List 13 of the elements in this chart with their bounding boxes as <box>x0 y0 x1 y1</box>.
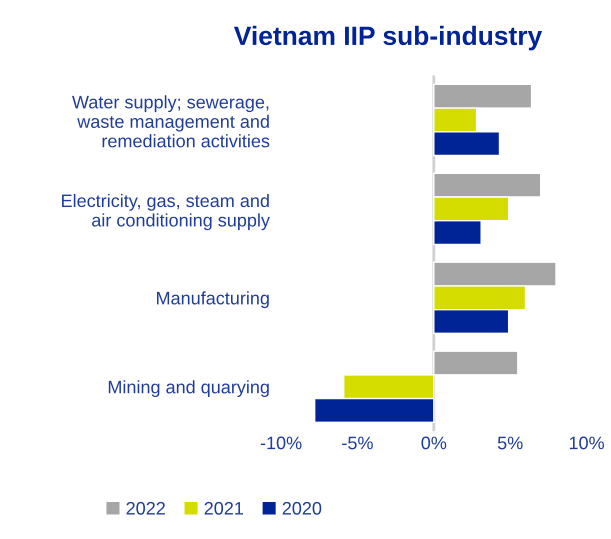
legend-label: 2020 <box>282 502 322 515</box>
x-tick-label: 10% <box>570 436 604 450</box>
x-tick-label: 5% <box>498 436 523 450</box>
legend-label: 2021 <box>204 502 243 515</box>
y-tick-label: Manufacturing <box>157 291 269 308</box>
x-tick-label: 0% <box>421 436 446 450</box>
x-tick-label: -5% <box>342 436 373 450</box>
x-tick-label: -10% <box>260 436 302 450</box>
y-tick-label: Mining and quarying <box>108 380 269 398</box>
y-tick-label: Electricity, gas, steam and air conditioning supply <box>62 194 270 230</box>
chart-title: Vietnam IIP sub-industry <box>234 26 542 50</box>
legend-label: 2022 <box>126 502 165 515</box>
y-tick-label: Water supply; sewerage, waste management and remediation activities <box>72 95 270 148</box>
